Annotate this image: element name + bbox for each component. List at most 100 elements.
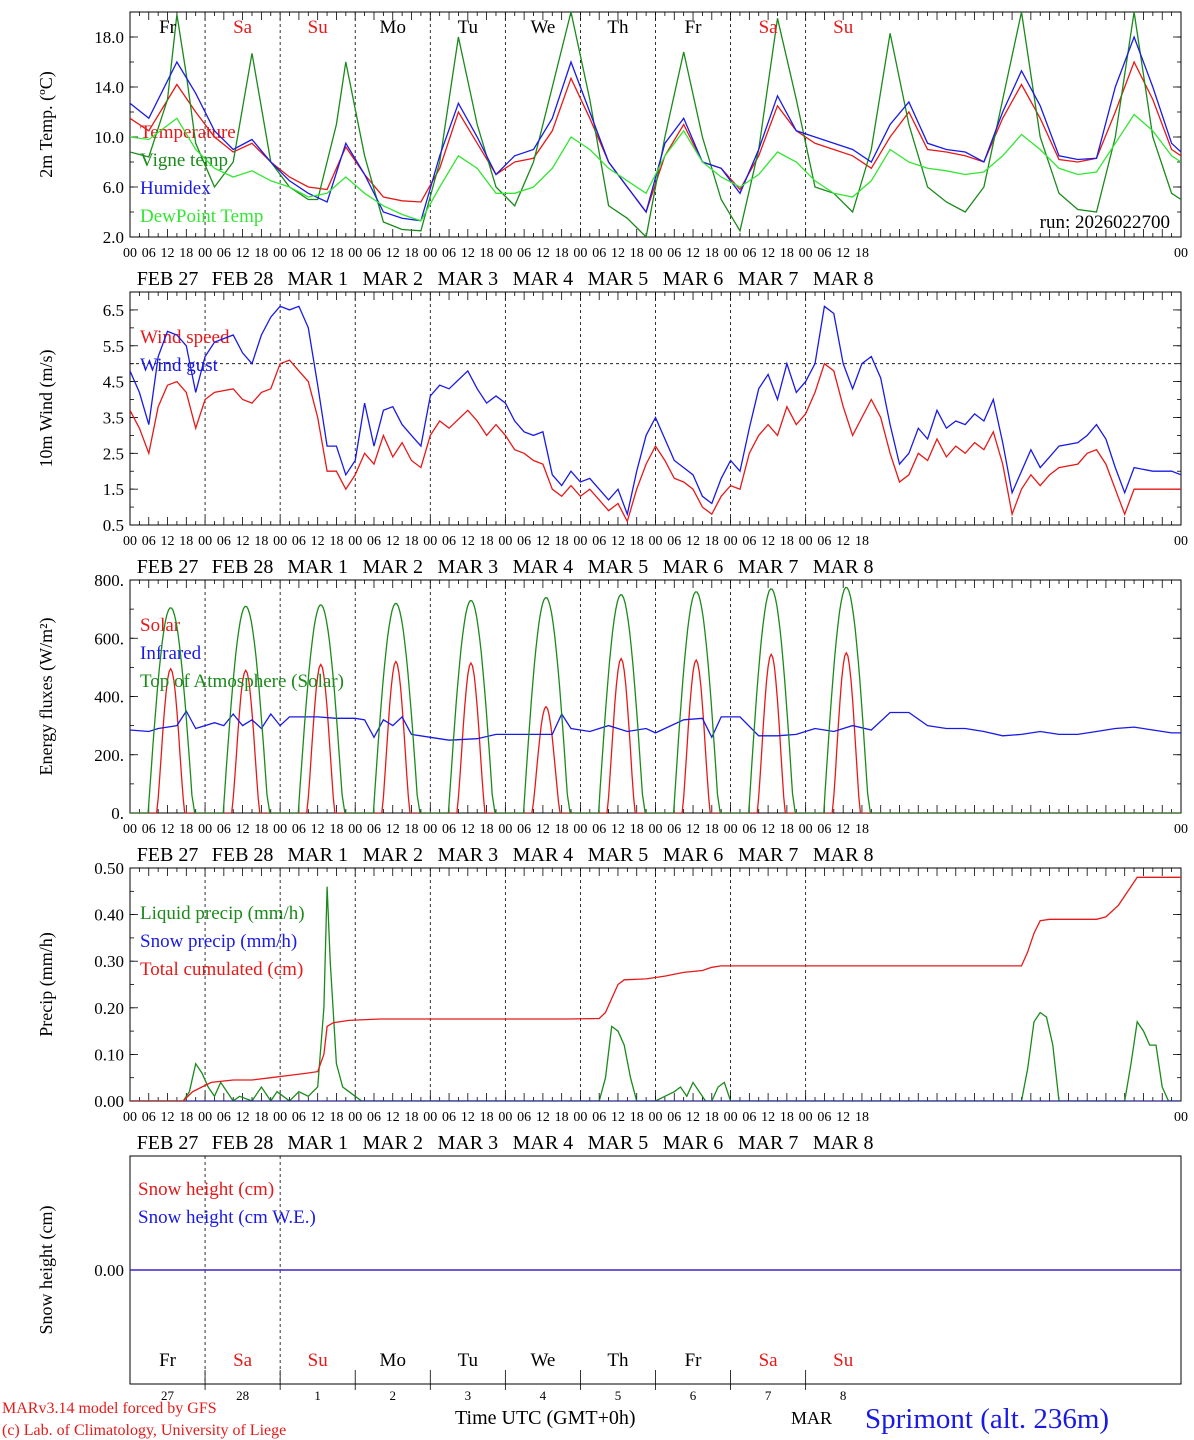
y-axis-label: Precip (mm/h): [36, 932, 57, 1036]
y-tick-label: 14.0: [94, 78, 124, 97]
time-axis-label: Time UTC (GMT+0h): [455, 1407, 636, 1429]
date-label: MAR 7: [738, 1132, 799, 1154]
y-tick-label: 2.5: [103, 444, 124, 463]
legend-entry: Total cumulated (cm): [140, 959, 303, 980]
panel-snow: 0.00 Snow height (cm) Snow height (cm) Snow…: [36, 1155, 1182, 1403]
hour-tick-label: 00: [123, 534, 137, 549]
date-label: FEB 28: [212, 1132, 274, 1154]
hour-tick-label: 12: [536, 534, 550, 549]
hour-tick-label: 18: [254, 534, 268, 549]
hour-tick-label: 12: [761, 1110, 775, 1125]
hour-tick-label: 06: [667, 1110, 681, 1125]
hour-tick-label: 12: [536, 1110, 550, 1125]
hour-tick-label: 12: [386, 1110, 400, 1125]
hour-tick-label: 12: [761, 246, 775, 261]
y-axis-label: 10m Wind (m/s): [36, 350, 57, 468]
hour-tick-label: 12: [686, 534, 700, 549]
y-tick-label: 5.5: [103, 337, 124, 356]
day-number-label: 6: [690, 1388, 697, 1403]
hour-tick-label: 12: [236, 1110, 250, 1125]
series-line-top-of-atmosphere-solar-: [130, 586, 1181, 813]
hour-tick-label: 00: [123, 1110, 137, 1125]
date-label: MAR 7: [738, 268, 799, 290]
hour-tick-label: 00: [273, 246, 287, 261]
date-label: MAR 6: [663, 1132, 724, 1154]
hour-tick-label: 12: [536, 246, 550, 261]
y-tick-label: 0.5: [103, 516, 124, 535]
hour-tick-label: 00: [799, 246, 813, 261]
weekday-label: Sa: [759, 17, 779, 38]
date-label: MAR 8: [813, 1132, 874, 1154]
hour-tick-label: 12: [761, 822, 775, 837]
date-label: MAR 2: [362, 268, 423, 290]
hour-tick-label: 18: [179, 822, 193, 837]
hour-tick-label: 18: [780, 246, 794, 261]
day-number-label: 1: [314, 1388, 321, 1403]
hour-tick-label: 18: [179, 246, 193, 261]
hour-tick-label: 18: [855, 534, 869, 549]
hour-tick-label: 00: [198, 1110, 212, 1125]
hour-tick-label: 06: [292, 822, 306, 837]
day-number-label: 5: [615, 1388, 622, 1403]
hour-tick-label: 12: [836, 822, 850, 837]
hour-tick-label: 00: [799, 534, 813, 549]
hour-tick-label: 00: [1174, 534, 1188, 549]
date-label: FEB 27: [137, 556, 199, 578]
day-number-label: 28: [236, 1388, 249, 1403]
y-tick-label: 0.20: [94, 999, 124, 1018]
date-label: MAR 3: [438, 268, 499, 290]
date-label: MAR 7: [738, 556, 799, 578]
hour-tick-label: 00: [573, 1110, 587, 1125]
legend-entry: Top of Atmosphere (Solar): [140, 671, 344, 692]
hour-tick-label: 06: [217, 534, 231, 549]
hour-tick-label: 06: [517, 246, 531, 261]
y-tick-label: 18.0: [94, 28, 124, 47]
date-label: MAR 1: [287, 844, 348, 866]
hour-tick-label: 00: [573, 246, 587, 261]
hour-tick-label: 00: [348, 534, 362, 549]
day-number-label: 4: [540, 1388, 547, 1403]
hour-tick-label: 18: [480, 1110, 494, 1125]
hour-tick-label: 06: [217, 1110, 231, 1125]
legend-entry: DewPoint Temp: [140, 206, 263, 227]
hour-tick-label: 06: [442, 246, 456, 261]
hour-tick-label: 18: [705, 534, 719, 549]
y-tick-label: 3.5: [103, 408, 124, 427]
y-tick-label: 1.5: [103, 480, 124, 499]
hour-tick-label: 18: [480, 534, 494, 549]
weekday-label: Su: [308, 17, 329, 38]
date-label: MAR 7: [738, 844, 799, 866]
hour-tick-label: 12: [611, 1110, 625, 1125]
y-tick-label: 2.0: [103, 228, 124, 247]
series-line-solar: [130, 651, 1181, 813]
hour-tick-label: 12: [161, 822, 175, 837]
date-label: FEB 28: [212, 844, 274, 866]
weekday-label: Su: [833, 17, 854, 38]
hour-tick-label: 00: [348, 246, 362, 261]
y-tick-label: 0.40: [94, 906, 124, 925]
model-credit: MARv3.14 model forced by GFS: [2, 1400, 217, 1417]
hour-tick-label: 18: [705, 822, 719, 837]
weekday-label: Mo: [380, 17, 406, 38]
hour-tick-label: 00: [348, 822, 362, 837]
y-tick-label: 0.00: [94, 1092, 124, 1111]
hour-tick-label: 12: [761, 534, 775, 549]
hour-tick-label: 06: [592, 246, 606, 261]
date-label: MAR 6: [663, 268, 724, 290]
weekday-label: Sa: [233, 1350, 253, 1371]
weekday-label: Sa: [759, 1350, 779, 1371]
hour-tick-label: 06: [367, 822, 381, 837]
hour-tick-label: 00: [198, 822, 212, 837]
hour-tick-label: 00: [123, 822, 137, 837]
hour-tick-label: 18: [405, 1110, 419, 1125]
legend-entry: Vigne temp: [140, 150, 228, 171]
hour-tick-label: 18: [480, 822, 494, 837]
hour-tick-label: 12: [611, 822, 625, 837]
y-axis-label: Energy fluxes (W/m²): [36, 617, 57, 775]
hour-tick-label: 00: [423, 246, 437, 261]
date-label: MAR 5: [588, 1132, 649, 1154]
y-tick-label: 0.30: [94, 952, 124, 971]
hour-tick-label: 18: [405, 822, 419, 837]
weekday-label: Tu: [458, 17, 479, 38]
hour-tick-label: 06: [667, 246, 681, 261]
